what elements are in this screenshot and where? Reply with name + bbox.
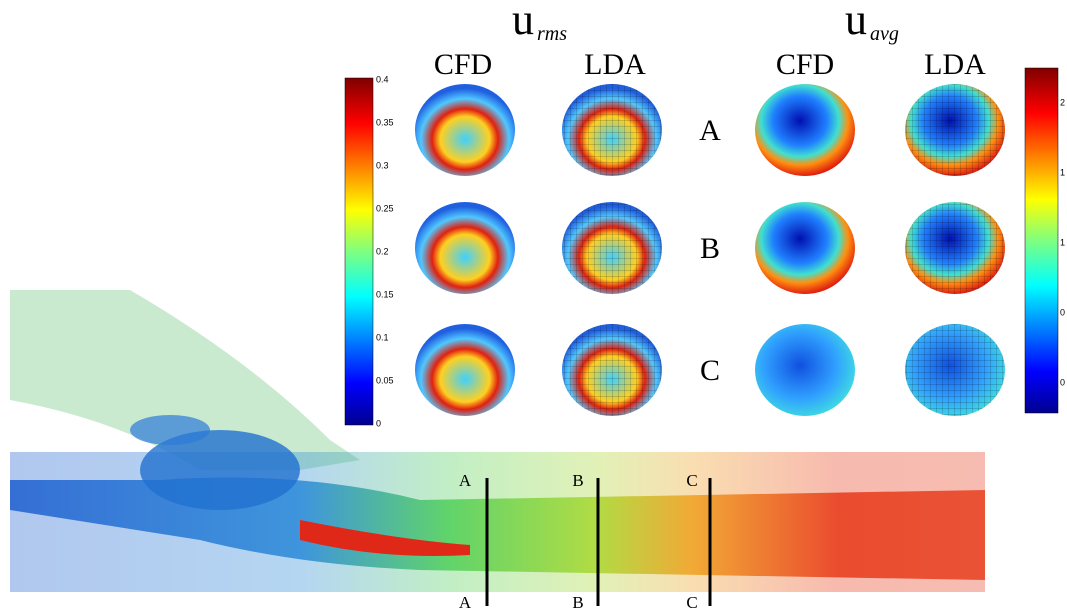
contour-map (415, 324, 515, 416)
colorbar-tick-label: 1 (1060, 167, 1065, 177)
colorbar-tick-label: 1 (1060, 237, 1065, 247)
colorbar-tick-label: 0 (376, 418, 381, 428)
lda-grid (905, 324, 1005, 416)
figure: A B C A B C u rms u avg CFD LDA CFD LDA … (0, 0, 1067, 614)
column-label: CFD (434, 48, 492, 81)
lda-grid (562, 324, 662, 416)
lda-grid (562, 84, 662, 176)
colorbar-tick-label: 0.35 (376, 117, 394, 127)
contour-map (755, 202, 855, 294)
section-label: A (459, 593, 472, 612)
colorbar (345, 78, 373, 425)
colorbar (1025, 68, 1058, 413)
contour-map (415, 202, 515, 294)
contour-map (755, 324, 855, 416)
row-label: B (700, 232, 720, 265)
colorbar-tick-label: 0 (1060, 377, 1065, 387)
contour-map (755, 84, 855, 176)
section-label: C (686, 471, 697, 490)
row-label: A (699, 114, 721, 147)
header-symbol: u (845, 0, 867, 44)
colorbar-tick-label: 0 (1060, 307, 1065, 317)
row-label: C (700, 354, 720, 387)
lda-grid (905, 202, 1005, 294)
section-label: C (686, 593, 697, 612)
colorbar-tick-label: 0.1 (376, 332, 389, 342)
column-label: LDA (924, 48, 986, 81)
header-subscript: rms (537, 23, 567, 45)
lda-grid (562, 202, 662, 294)
header-symbol: u (512, 0, 534, 44)
section-label: B (572, 471, 583, 490)
section-label: B (572, 593, 583, 612)
lda-grid (905, 84, 1005, 176)
colorbar-tick-label: 2 (1060, 97, 1065, 107)
colorbar-tick-label: 0.05 (376, 375, 394, 385)
header-subscript: avg (870, 23, 899, 45)
column-label: CFD (776, 48, 834, 81)
colorbar-tick-label: 0.2 (376, 246, 389, 256)
colorbar-tick-label: 0.4 (376, 74, 389, 84)
contour-map (415, 84, 515, 176)
colorbar-tick-label: 0.3 (376, 160, 389, 170)
colorbar-tick-label: 0.25 (376, 203, 394, 213)
colorbar-tick-label: 0.15 (376, 289, 394, 299)
section-label: A (459, 471, 472, 490)
column-label: LDA (584, 48, 646, 81)
